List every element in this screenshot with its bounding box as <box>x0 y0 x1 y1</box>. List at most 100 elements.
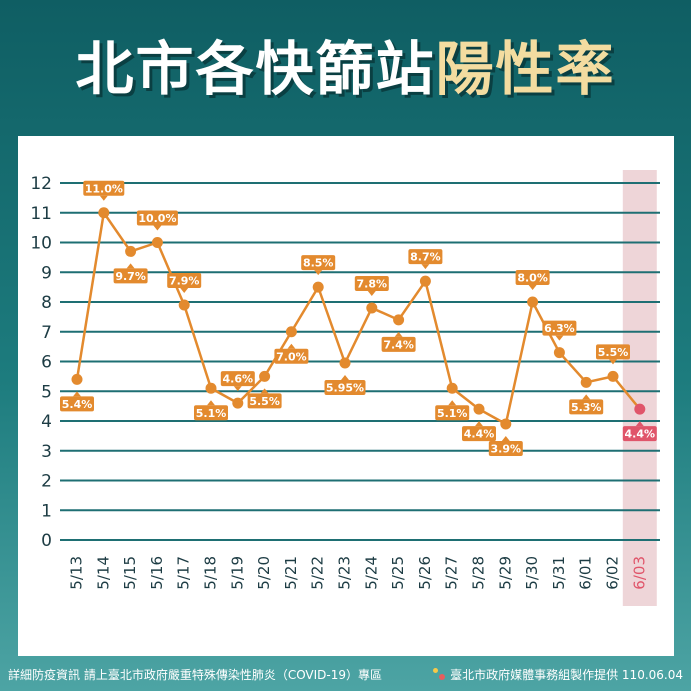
data-label-bg <box>381 336 416 352</box>
data-label-bg <box>596 344 630 360</box>
x-tick-label: 5/14 <box>94 556 112 590</box>
y-tick-label: 10 <box>30 234 52 254</box>
x-tick-label: 5/16 <box>148 556 166 590</box>
data-label-bg <box>136 210 178 226</box>
data-label-pointer <box>207 400 215 406</box>
x-tick-label: 5/17 <box>175 556 193 590</box>
data-label-bg <box>354 275 389 291</box>
data-label-pointer <box>73 391 81 397</box>
data-label: 5.5% <box>249 395 280 408</box>
data-label-pointer <box>126 263 135 269</box>
data-label-pointer <box>341 374 349 380</box>
y-tick-label: 9 <box>41 263 52 283</box>
data-label-pointer <box>233 386 242 392</box>
x-tick-label: 6/01 <box>577 556 595 590</box>
x-tick-label: 5/28 <box>470 556 488 590</box>
data-label-bg <box>515 270 550 285</box>
data-label-pointer <box>582 394 591 400</box>
data-label-bg <box>60 396 94 412</box>
y-tick-label: 12 <box>30 174 52 194</box>
y-tick-label: 1 <box>41 501 52 521</box>
data-label: 5.5% <box>598 346 629 359</box>
data-point <box>205 382 217 394</box>
data-label-bg <box>247 393 282 409</box>
x-tick-label: 6/02 <box>604 556 622 590</box>
data-point <box>125 245 137 257</box>
data-point <box>393 314 405 326</box>
x-tick-label: 5/18 <box>202 556 220 590</box>
data-point <box>312 281 324 293</box>
x-tick-label: 5/21 <box>282 556 300 590</box>
footer-info: 詳細防疫資訊 請上臺北市政府嚴重特殊傳染性肺炎（COVID-19）專區 <box>8 668 383 682</box>
data-label-pointer <box>153 225 162 231</box>
title-main: 北市各快篩站 <box>75 35 436 103</box>
data-label-bg <box>488 440 523 456</box>
data-label: 7.4% <box>383 338 414 351</box>
data-label-pointer <box>394 331 403 337</box>
data-label-bg <box>622 426 657 442</box>
chart-card <box>18 136 674 656</box>
data-point <box>553 347 565 359</box>
data-label: 5.4% <box>62 398 93 411</box>
data-label-pointer <box>475 421 483 427</box>
data-point <box>446 382 458 394</box>
data-label-pointer <box>287 343 296 349</box>
data-label-pointer <box>528 285 537 290</box>
data-label: 3.9% <box>491 442 522 455</box>
data-point <box>339 357 351 369</box>
data-point <box>634 403 646 415</box>
data-point <box>419 275 431 287</box>
x-tick-label: 5/13 <box>68 556 86 590</box>
data-label-pointer <box>635 421 644 427</box>
data-point <box>151 237 163 248</box>
title-accent: 陽性率 <box>435 35 616 103</box>
x-tick-label: 5/19 <box>228 556 246 590</box>
data-label: 7.9% <box>169 274 200 287</box>
data-point <box>98 207 110 219</box>
data-point <box>178 299 190 311</box>
y-tick-label: 3 <box>41 442 52 462</box>
data-label-pointer <box>609 359 617 365</box>
data-label-pointer <box>314 270 323 276</box>
data-point <box>473 403 485 415</box>
x-tick-label: 5/29 <box>496 556 514 590</box>
x-tick-label: 5/30 <box>523 556 541 590</box>
data-label-pointer <box>555 335 564 341</box>
y-tick-label: 8 <box>41 293 52 313</box>
data-label: 10.0% <box>138 212 176 225</box>
x-tick-label: 5/26 <box>416 556 434 590</box>
data-label-bg <box>435 405 470 421</box>
data-label-bg <box>569 399 604 415</box>
data-label: 4.4% <box>464 428 495 441</box>
data-label: 5.3% <box>571 401 602 414</box>
data-point <box>285 326 297 338</box>
data-label: 8.7% <box>410 251 441 264</box>
data-label-bg <box>408 249 443 265</box>
data-point <box>259 370 271 382</box>
taipei-logo-icon <box>432 667 446 681</box>
x-tick-label: 6/03 <box>630 556 648 590</box>
x-tick-label: 5/15 <box>121 556 139 590</box>
data-point <box>500 418 512 430</box>
data-label-pointer <box>501 435 510 441</box>
data-label-bg <box>83 180 125 196</box>
data-point <box>527 296 539 308</box>
y-tick-label: 5 <box>41 382 52 402</box>
data-point <box>607 370 619 382</box>
data-point <box>71 373 83 385</box>
data-point <box>580 376 592 388</box>
data-label: 9.7% <box>115 270 146 283</box>
data-label: 8.0% <box>517 272 548 285</box>
data-label-pointer <box>367 290 376 296</box>
data-label-pointer <box>448 400 457 406</box>
x-tick-label: 5/23 <box>336 556 354 590</box>
data-label-pointer <box>421 264 430 270</box>
data-label: 5.1% <box>437 407 468 420</box>
data-label: 6.3% <box>544 322 575 335</box>
footer-credit-text: 臺北市政府媒體事務組製作提供 110.06.04 <box>450 668 683 682</box>
y-tick-label: 0 <box>41 531 52 551</box>
data-label: 5.95% <box>326 381 364 394</box>
series-line-segment <box>612 375 641 410</box>
data-point <box>232 397 244 409</box>
